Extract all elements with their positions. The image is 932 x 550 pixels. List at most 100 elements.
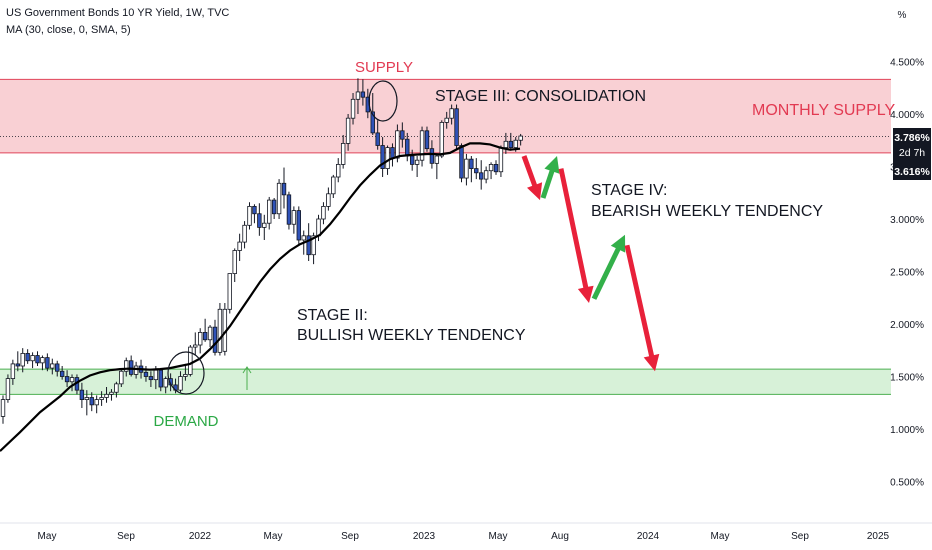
candle [197, 328, 203, 354]
demand-label: DEMAND [153, 413, 218, 430]
candle [212, 319, 218, 356]
stage2-label-line1: STAGE II: [297, 307, 368, 324]
bullish-arrow [591, 234, 626, 300]
stage2-label-line2: BULLISH WEEKLY TENDENCY [297, 327, 526, 344]
candle [55, 360, 60, 377]
candle [0, 395, 6, 424]
candle [84, 390, 90, 416]
candle [271, 198, 277, 219]
candle [345, 114, 351, 151]
candle [434, 153, 440, 180]
lower-price-badge [893, 163, 931, 180]
candle [286, 191, 292, 230]
last-price-value: 3.786% [894, 132, 930, 144]
candle [217, 303, 223, 356]
candle [414, 156, 420, 177]
candle [124, 357, 129, 377]
time-tick-label: May [264, 531, 283, 542]
candle [518, 133, 523, 146]
candle [469, 156, 474, 183]
time-tick-label: May [38, 531, 57, 542]
candle [227, 273, 232, 314]
candle [257, 203, 262, 236]
monthly-supply-zone [0, 79, 891, 153]
candle [99, 391, 104, 406]
candle [360, 79, 366, 106]
candle [503, 132, 509, 154]
candle [148, 371, 154, 387]
candle [59, 366, 65, 380]
bearish-arrow [558, 168, 594, 303]
supply-circle [368, 80, 398, 122]
indicator-label: MA (30, close, 0, SMA, 5) [6, 24, 131, 36]
time-tick-label: 2022 [189, 531, 212, 542]
candle [163, 376, 168, 394]
candle [355, 78, 361, 114]
candle [419, 126, 425, 167]
candle [25, 349, 30, 364]
price-axis-unit: % [898, 10, 907, 21]
candle [493, 160, 499, 175]
demand-circle [167, 351, 205, 395]
bearish-arrow [624, 244, 660, 372]
candle [5, 374, 11, 403]
candle [94, 395, 99, 414]
time-tick-label: Sep [117, 531, 135, 542]
candle [281, 167, 287, 209]
candle [133, 361, 139, 379]
candle [340, 135, 346, 169]
candle [321, 202, 326, 225]
candle [69, 374, 75, 392]
candle [336, 158, 341, 183]
candle [375, 120, 380, 150]
projection-arrows-layer [521, 155, 660, 372]
candle [188, 345, 193, 377]
candle [444, 111, 449, 129]
price-axis[interactable]: % 4.500%4.000%3.500%3.000%2.500%2.000%1.… [890, 10, 924, 489]
candle [10, 359, 16, 385]
candle [479, 160, 484, 190]
candle [35, 351, 40, 366]
candle [488, 162, 494, 180]
candle [306, 223, 311, 261]
time-axis[interactable]: May Sep 2022 May Sep 2023 May Aug 2024 May Sep 2025 [0, 522, 932, 542]
candle [326, 187, 331, 211]
candle [276, 179, 282, 219]
candle [508, 132, 513, 151]
candle [247, 202, 252, 230]
stage4-label-line1: STAGE IV: [591, 182, 667, 199]
time-tick-label: Sep [791, 531, 809, 542]
ma30-line [0, 142, 521, 452]
candle [109, 389, 114, 401]
candle [193, 332, 198, 356]
candle [89, 392, 94, 412]
candle [202, 318, 208, 342]
candle [459, 143, 464, 183]
candle [30, 352, 35, 369]
candle [45, 353, 50, 372]
price-tick-label: 3.000% [890, 215, 924, 226]
price-tick-label: 0.500% [890, 478, 924, 489]
candle [158, 368, 163, 392]
price-tick-label: 1.500% [890, 373, 924, 384]
candle [454, 104, 459, 150]
candle [350, 93, 356, 125]
price-labels-layer: 3.786% 2d 7h 3.616% [893, 128, 931, 180]
chart-title: US Government Bonds 10 YR Yield, 1W, TVC [6, 7, 230, 19]
candles-layer [0, 78, 523, 424]
candle [267, 196, 272, 230]
demand-zone [0, 369, 891, 395]
price-tick-label: 1.000% [890, 425, 924, 436]
candle [242, 221, 247, 249]
price-tick-label: 4.500% [890, 58, 924, 69]
candle [232, 248, 237, 282]
candle [474, 158, 479, 180]
monthly-supply-label: MONTHLY SUPPLY [752, 102, 895, 119]
time-tick-label: May [489, 531, 508, 542]
candle [498, 145, 504, 177]
candle [79, 382, 85, 408]
candle [296, 206, 301, 245]
candle [40, 355, 45, 371]
